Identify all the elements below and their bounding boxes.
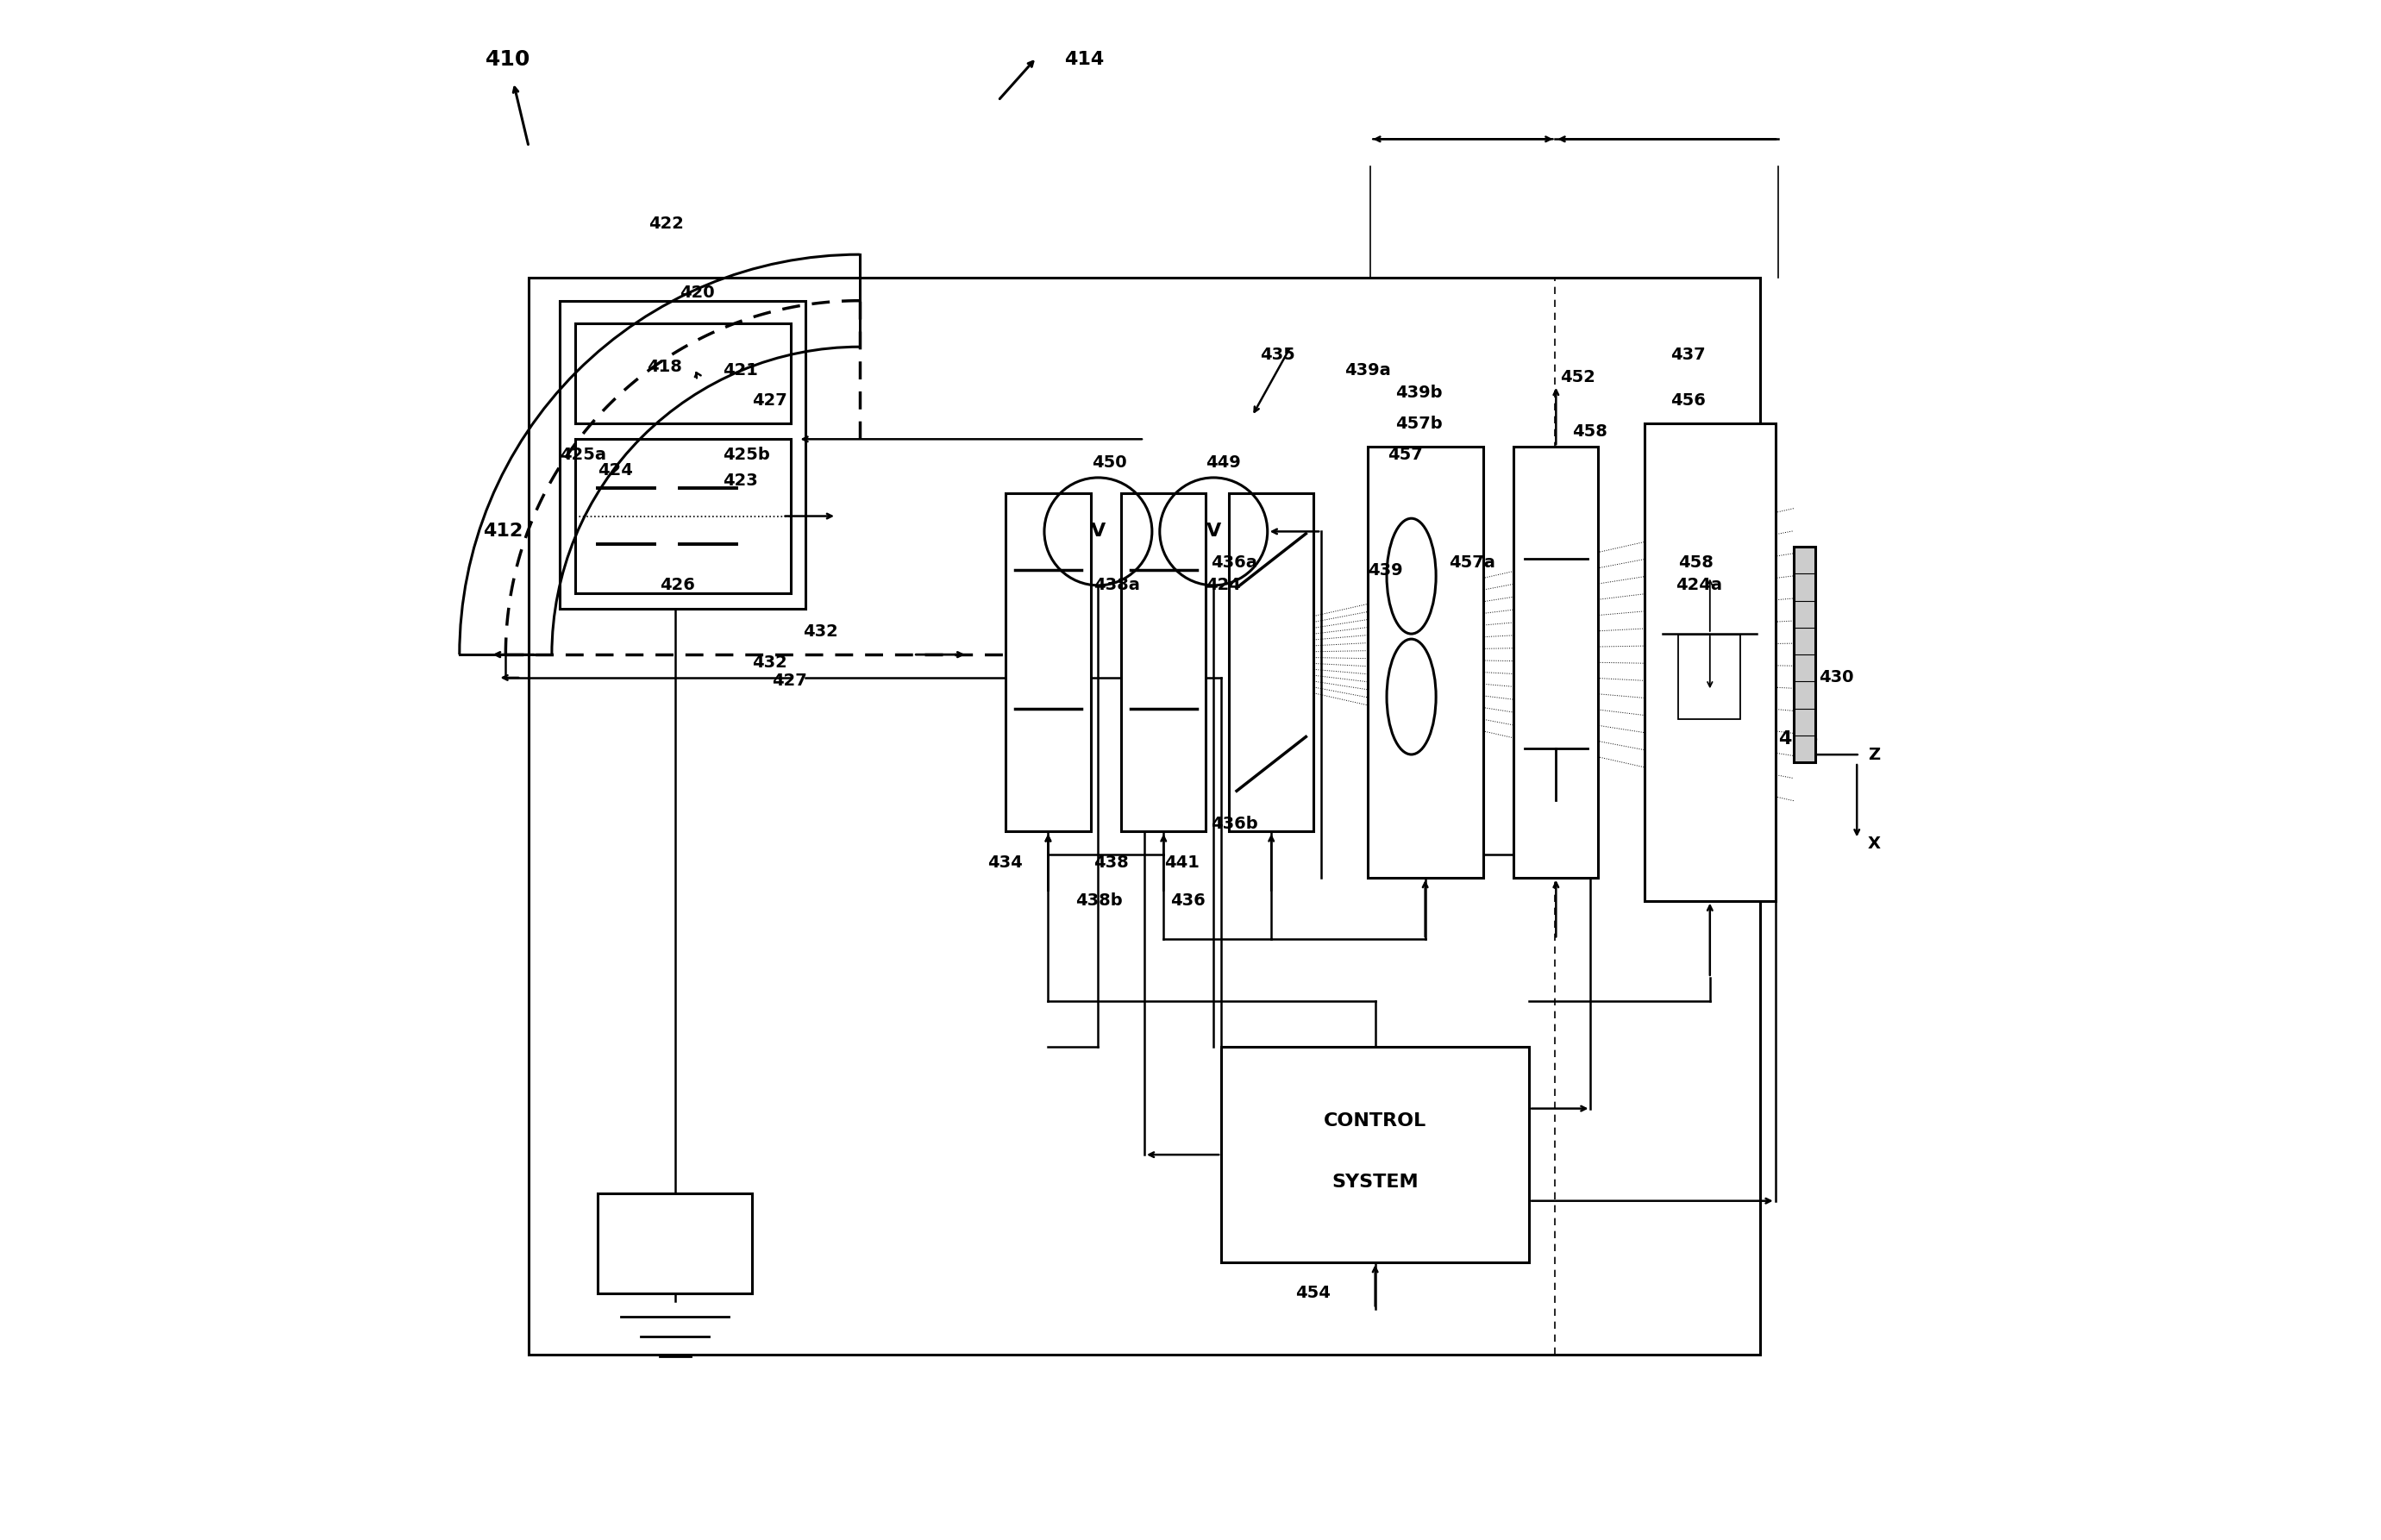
Text: 430: 430 xyxy=(1819,670,1852,685)
Text: V: V xyxy=(1090,524,1105,541)
Bar xyxy=(1679,634,1741,719)
Text: 425a: 425a xyxy=(560,447,607,462)
Text: 432: 432 xyxy=(802,624,838,639)
Text: 439a: 439a xyxy=(1345,362,1391,379)
Bar xyxy=(1121,493,1205,832)
Text: 424a: 424a xyxy=(1676,578,1721,593)
Text: X: X xyxy=(1867,836,1881,852)
Text: 427: 427 xyxy=(752,393,788,410)
Text: 435: 435 xyxy=(1260,347,1295,363)
Text: 416: 416 xyxy=(1779,730,1819,748)
Text: 425b: 425b xyxy=(724,447,769,462)
Text: 449: 449 xyxy=(1205,454,1241,470)
Text: 438b: 438b xyxy=(1076,893,1121,909)
Text: 438: 438 xyxy=(1093,855,1129,870)
Bar xyxy=(1793,547,1814,762)
Text: 454: 454 xyxy=(1295,1284,1331,1301)
Text: 422: 422 xyxy=(648,216,683,233)
Bar xyxy=(1221,1047,1529,1263)
Text: Z: Z xyxy=(1867,747,1881,762)
Text: 412: 412 xyxy=(483,524,521,541)
Text: 457: 457 xyxy=(1388,447,1421,462)
Bar xyxy=(1514,447,1598,878)
Text: 427: 427 xyxy=(771,673,807,688)
Text: CONTROL: CONTROL xyxy=(1324,1112,1426,1129)
Text: 436a: 436a xyxy=(1210,554,1257,570)
Text: 457a: 457a xyxy=(1450,554,1495,570)
Text: 414: 414 xyxy=(1064,51,1105,68)
Text: 436: 436 xyxy=(1171,893,1205,909)
Bar xyxy=(1005,493,1090,832)
Text: 421: 421 xyxy=(724,362,757,379)
Text: 439b: 439b xyxy=(1395,385,1443,402)
Bar xyxy=(598,1194,752,1294)
Text: 420: 420 xyxy=(679,285,714,302)
Bar xyxy=(574,439,790,593)
Text: 457b: 457b xyxy=(1395,416,1443,431)
Bar xyxy=(1645,424,1776,901)
Text: 434: 434 xyxy=(988,855,1021,870)
Text: 432: 432 xyxy=(752,654,788,670)
Bar xyxy=(529,277,1760,1355)
Text: 424: 424 xyxy=(598,462,633,477)
Text: 458: 458 xyxy=(1571,424,1607,439)
Text: 458: 458 xyxy=(1679,554,1714,570)
Bar xyxy=(574,323,790,424)
Text: 436b: 436b xyxy=(1210,816,1257,832)
Text: 456: 456 xyxy=(1671,393,1705,410)
Bar xyxy=(1367,447,1483,878)
Text: 441: 441 xyxy=(1164,855,1200,870)
Text: SYSTEM: SYSTEM xyxy=(1331,1173,1419,1190)
Text: 426: 426 xyxy=(660,578,695,593)
Text: 437: 437 xyxy=(1671,347,1705,363)
Text: V: V xyxy=(1207,524,1221,541)
Text: 438a: 438a xyxy=(1093,578,1140,593)
Text: 439: 439 xyxy=(1367,562,1402,578)
Text: 450: 450 xyxy=(1093,454,1126,470)
Text: 452: 452 xyxy=(1560,370,1595,387)
Text: 418: 418 xyxy=(648,359,683,376)
Text: 423: 423 xyxy=(724,473,757,488)
Text: 410: 410 xyxy=(486,49,531,69)
Bar xyxy=(560,300,805,608)
Bar xyxy=(1229,493,1314,832)
Text: 424: 424 xyxy=(1205,578,1241,593)
